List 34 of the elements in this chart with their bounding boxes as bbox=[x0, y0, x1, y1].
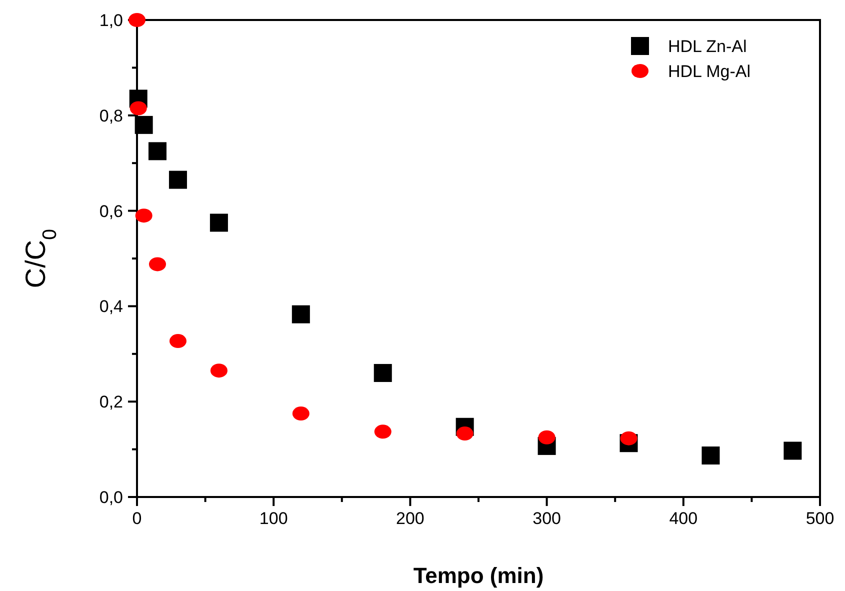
point bbox=[374, 424, 392, 439]
point bbox=[128, 13, 146, 27]
y-tick-label: 0,8 bbox=[99, 106, 123, 126]
point bbox=[210, 364, 228, 378]
point bbox=[456, 426, 474, 441]
point bbox=[374, 364, 392, 382]
point bbox=[210, 214, 228, 232]
point bbox=[784, 442, 802, 460]
point bbox=[148, 142, 166, 160]
point bbox=[538, 430, 556, 444]
point bbox=[702, 446, 720, 464]
point bbox=[292, 406, 310, 421]
legend-label: HDL Zn-Al bbox=[668, 37, 747, 56]
x-tick-label: 200 bbox=[396, 509, 424, 528]
point bbox=[292, 305, 310, 324]
x-tick-label: 500 bbox=[806, 509, 834, 528]
y-tick-label: 0,0 bbox=[99, 488, 123, 507]
legend-label: HDL Mg-Al bbox=[668, 62, 750, 81]
y-tick-label: 0,4 bbox=[99, 297, 123, 316]
x-axis-title: Tempo (min) bbox=[413, 563, 544, 588]
point bbox=[620, 431, 638, 446]
point bbox=[134, 116, 153, 134]
x-tick-label: 0 bbox=[132, 509, 142, 528]
y-tick-label: 1,0 bbox=[99, 11, 123, 30]
point bbox=[148, 257, 166, 272]
point bbox=[168, 170, 187, 189]
x-tick-label: 300 bbox=[532, 509, 561, 528]
x-tick-label: 400 bbox=[669, 509, 698, 528]
y-tick-label: 0,2 bbox=[99, 392, 123, 412]
point bbox=[169, 334, 186, 348]
x-tick-label: 100 bbox=[259, 509, 288, 528]
y-tick-label: 0,6 bbox=[99, 202, 123, 221]
point bbox=[135, 208, 152, 223]
point bbox=[130, 101, 147, 116]
